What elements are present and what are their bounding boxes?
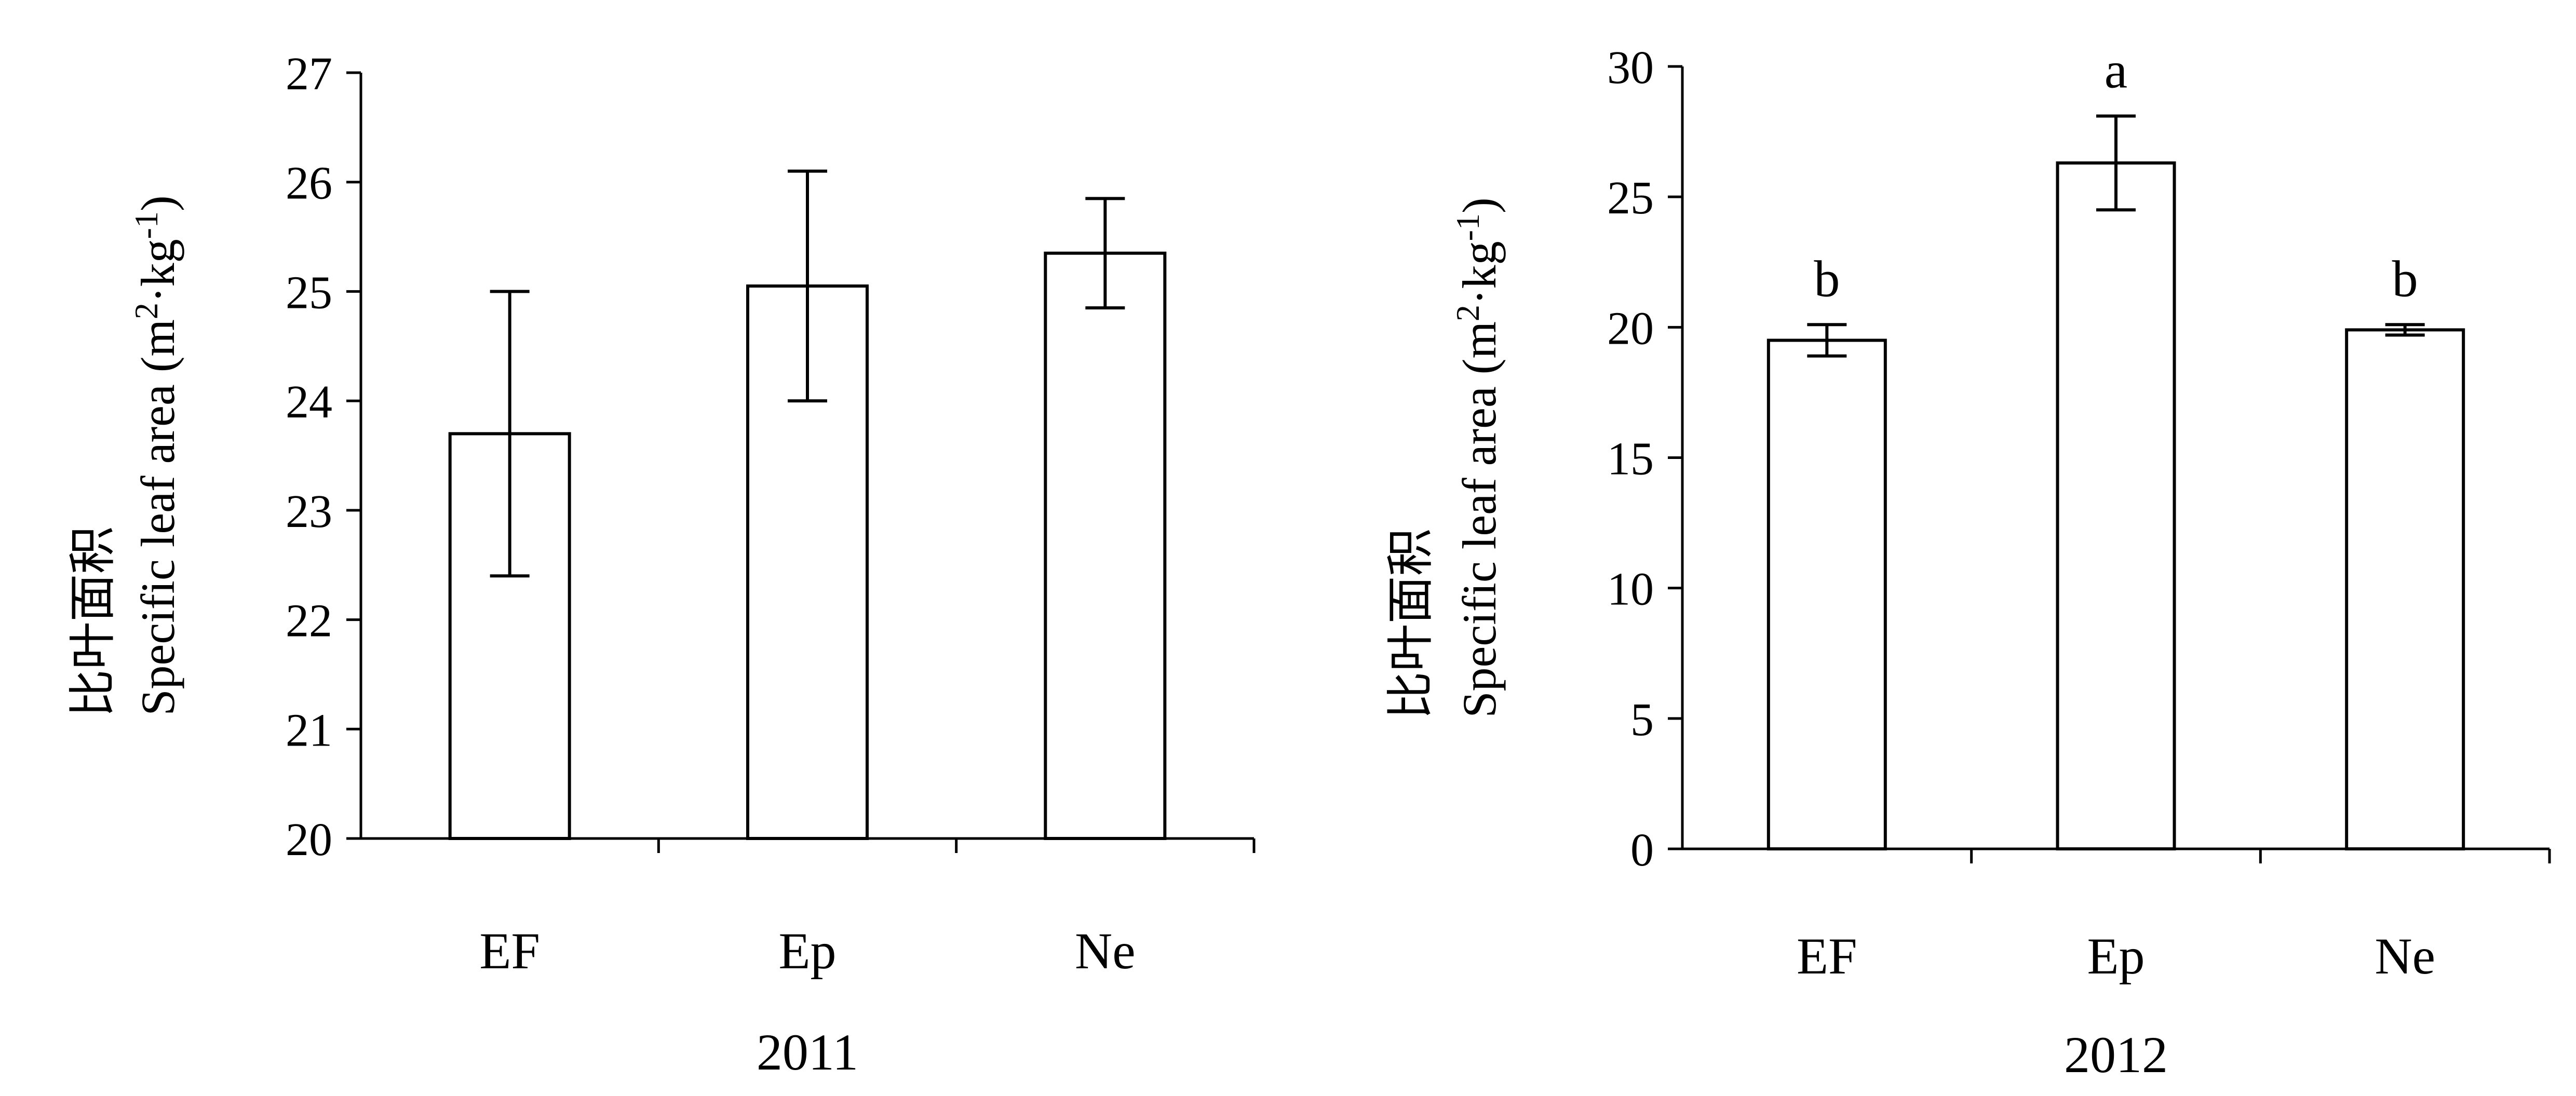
y-axis-label-en: Specific leaf area (m2·kg-1) [1449, 197, 1506, 718]
y-axis-label-part: 2 [128, 303, 165, 319]
bar-ef [1766, 339, 1887, 850]
error-bar-ne [1085, 197, 1125, 310]
x-tick-label: EF [1797, 927, 1857, 985]
x-tick-label: Ep [2087, 927, 2145, 985]
error-bar-ep [788, 169, 827, 403]
x-tick-label: Ne [2375, 927, 2435, 985]
bar-ef [448, 432, 571, 840]
error-bar-ef [1807, 323, 1847, 358]
y-tick-label: 26 [286, 158, 332, 209]
error-bar-ne [2385, 323, 2425, 337]
error-bar-ep [2096, 114, 2136, 212]
x-axis-label: 2012 [2064, 1026, 2168, 1084]
x-tick-label: EF [479, 922, 540, 980]
y-axis-label-part: ·kg [1453, 241, 1506, 305]
y-tick-label: 25 [1607, 172, 1654, 224]
y-tick-label: 20 [1607, 303, 1654, 354]
x-axis-label: 2011 [757, 1023, 858, 1081]
y-tick-label: 10 [1607, 564, 1654, 615]
y-tick-label: 0 [1630, 824, 1654, 876]
y-tick-label: 24 [286, 376, 332, 428]
significance-label: b [2392, 250, 2418, 307]
y-axis-label-part: 2 [1449, 305, 1486, 321]
y-tick-label: 21 [286, 705, 332, 756]
y-axis-label-en: Specific leaf area (m2·kg-1) [128, 195, 184, 715]
y-tick-label: 27 [286, 48, 332, 100]
bar-ep [2056, 161, 2176, 851]
x-tick-label: Ep [778, 922, 836, 980]
y-axis-label-part: Specific leaf area (m [1453, 321, 1506, 718]
y-tick-label: 15 [1607, 434, 1654, 485]
y-tick-label: 23 [286, 486, 332, 537]
bar-ne [2345, 328, 2465, 850]
y-axis-label-part: ·kg [131, 239, 184, 303]
y-axis-label-part: Specific leaf area (m [131, 319, 184, 716]
y-axis-label-part: ) [131, 195, 184, 211]
y-tick-label: 25 [286, 267, 332, 318]
significance-label: a [2105, 41, 2127, 99]
y-axis-label-part: -1 [1449, 213, 1486, 241]
bar-ne [1044, 251, 1167, 840]
significance-label: b [1814, 250, 1840, 307]
y-tick-label: 20 [286, 814, 332, 865]
error-bar-ef [490, 290, 530, 578]
y-axis-label-part: ) [1453, 197, 1506, 213]
chart-2011: 20 21 22 23 24 25 26 27 EF Ep Ne 2011 比叶面积 Specific l… [66, 48, 1256, 1081]
y-tick-label: 22 [286, 596, 332, 647]
y-tick-label: 30 [1607, 42, 1654, 93]
y-axis-label-cn: 比叶面积 [1384, 528, 1437, 719]
x-tick-label: Ne [1075, 922, 1136, 980]
y-axis-label-part: -1 [128, 211, 165, 239]
y-axis-label-cn: 比叶面积 [66, 526, 119, 717]
y-tick-label: 5 [1630, 694, 1654, 746]
